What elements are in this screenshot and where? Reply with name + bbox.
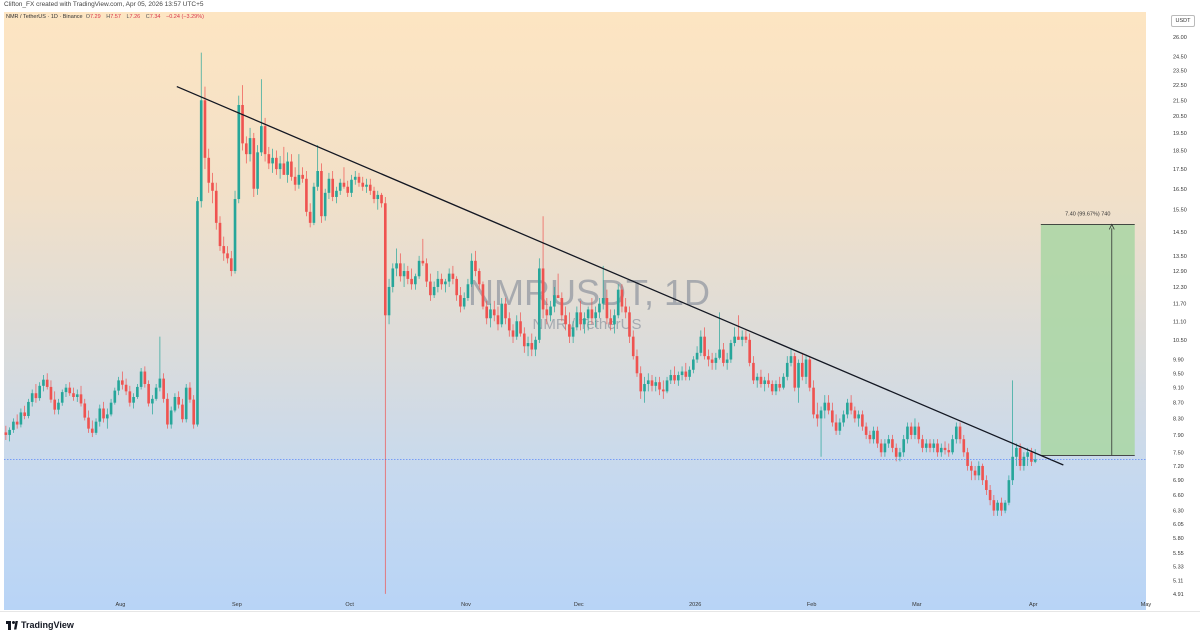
chart-area[interactable]: [4, 12, 1146, 610]
ohlc-high: 7.57: [110, 14, 121, 20]
tradingview-brand: TradingView: [21, 620, 74, 630]
ohlc-close: 7.34: [149, 14, 161, 20]
ohlc-h-label: H: [106, 14, 111, 20]
currency-selector[interactable]: USDT: [1171, 15, 1195, 27]
tradingview-logo[interactable]: TradingView: [6, 620, 74, 630]
ohlc-o-label: O: [85, 14, 90, 20]
ohlc-l-label: L: [126, 14, 130, 20]
credit-text: Clifton_FX created with TradingView.com,…: [4, 1, 204, 8]
symbol-info: NMR / TetherUS · 1D · Binance O7.29 H7.5…: [6, 14, 208, 20]
ohlc-open: 7.29: [89, 14, 101, 20]
price-axis[interactable]: [1146, 12, 1200, 610]
ohlc-low: 7.26: [129, 14, 141, 20]
symbol-description: NMR / TetherUS · 1D · Binance: [6, 14, 83, 20]
footer: TradingView: [0, 611, 1200, 638]
ohlc-c-label: C: [145, 14, 150, 20]
tradingview-logo-icon: [6, 620, 18, 630]
top-bar: Clifton_FX created with TradingView.com,…: [0, 0, 1200, 12]
ohlc-change: −0.24 (−3.29%): [166, 14, 204, 20]
